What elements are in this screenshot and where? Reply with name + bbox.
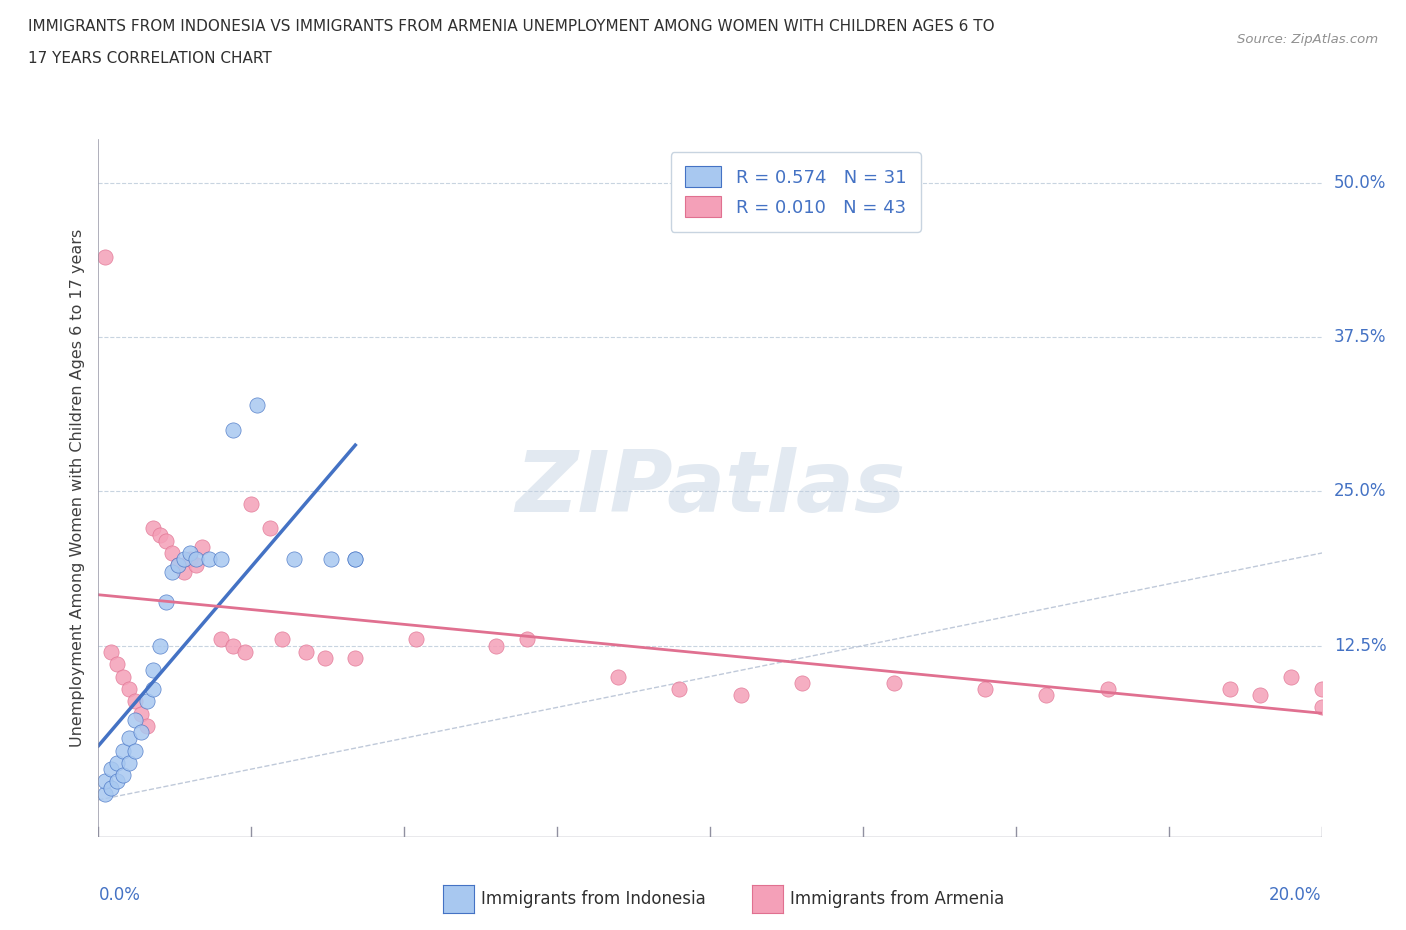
- Point: [209, 551, 232, 566]
- Point: [283, 551, 305, 566]
- Point: [167, 558, 190, 573]
- Point: [136, 719, 159, 734]
- Point: [173, 551, 195, 566]
- Point: [405, 632, 427, 647]
- Point: [730, 687, 752, 702]
- Point: [1310, 700, 1333, 715]
- Point: [246, 397, 269, 412]
- Text: IMMIGRANTS FROM INDONESIA VS IMMIGRANTS FROM ARMENIA UNEMPLOYMENT AMONG WOMEN WI: IMMIGRANTS FROM INDONESIA VS IMMIGRANTS …: [28, 19, 995, 33]
- Point: [209, 632, 232, 647]
- Point: [319, 551, 342, 566]
- Point: [142, 663, 165, 678]
- Point: [668, 682, 690, 697]
- Text: Source: ZipAtlas.com: Source: ZipAtlas.com: [1237, 33, 1378, 46]
- Point: [149, 527, 172, 542]
- Point: [93, 787, 115, 802]
- Point: [111, 768, 134, 783]
- Point: [222, 422, 245, 437]
- Legend: R = 0.574   N = 31, R = 0.010   N = 43: R = 0.574 N = 31, R = 0.010 N = 43: [671, 152, 921, 232]
- Point: [186, 558, 208, 573]
- Point: [142, 521, 165, 536]
- Point: [118, 755, 141, 770]
- Point: [197, 551, 219, 566]
- Text: Immigrants from Indonesia: Immigrants from Indonesia: [481, 890, 706, 909]
- Point: [118, 682, 141, 697]
- Point: [93, 249, 115, 264]
- Point: [270, 632, 292, 647]
- Point: [105, 657, 128, 671]
- Point: [100, 644, 122, 659]
- Point: [314, 651, 336, 666]
- Point: [111, 743, 134, 758]
- Text: 37.5%: 37.5%: [1334, 328, 1386, 346]
- Point: [160, 565, 183, 579]
- Text: 0.0%: 0.0%: [98, 886, 141, 904]
- Point: [124, 743, 146, 758]
- Point: [105, 755, 128, 770]
- Point: [222, 638, 245, 653]
- Point: [142, 682, 165, 697]
- Point: [240, 497, 263, 512]
- Point: [100, 780, 122, 795]
- Point: [118, 731, 141, 746]
- Point: [1035, 687, 1057, 702]
- Point: [259, 521, 281, 536]
- Point: [485, 638, 508, 653]
- Point: [344, 551, 367, 566]
- Point: [111, 669, 134, 684]
- Text: ZIPatlas: ZIPatlas: [515, 446, 905, 530]
- Point: [233, 644, 256, 659]
- Point: [129, 706, 152, 721]
- Point: [186, 551, 208, 566]
- Text: 20.0%: 20.0%: [1270, 886, 1322, 904]
- Point: [344, 551, 367, 566]
- Text: 12.5%: 12.5%: [1334, 637, 1386, 655]
- Point: [516, 632, 538, 647]
- Point: [100, 762, 122, 777]
- Point: [1279, 669, 1302, 684]
- Point: [1249, 687, 1271, 702]
- Point: [105, 774, 128, 789]
- Text: 50.0%: 50.0%: [1334, 174, 1386, 192]
- Point: [1310, 682, 1333, 697]
- Point: [167, 558, 190, 573]
- Text: Immigrants from Armenia: Immigrants from Armenia: [790, 890, 1004, 909]
- Point: [149, 638, 172, 653]
- Point: [295, 644, 318, 659]
- Point: [344, 651, 367, 666]
- Point: [124, 712, 146, 727]
- Y-axis label: Unemployment Among Women with Children Ages 6 to 17 years: Unemployment Among Women with Children A…: [69, 229, 84, 748]
- Point: [179, 546, 201, 561]
- Point: [179, 551, 201, 566]
- Point: [607, 669, 630, 684]
- Point: [155, 595, 177, 610]
- Point: [160, 546, 183, 561]
- Text: 25.0%: 25.0%: [1334, 483, 1386, 500]
- Point: [974, 682, 997, 697]
- Point: [191, 539, 214, 554]
- Point: [883, 675, 905, 690]
- Point: [173, 565, 195, 579]
- Point: [93, 774, 115, 789]
- Point: [155, 533, 177, 548]
- Point: [129, 724, 152, 739]
- Point: [1219, 682, 1241, 697]
- Point: [790, 675, 813, 690]
- Point: [136, 694, 159, 709]
- Point: [124, 694, 146, 709]
- Text: 17 YEARS CORRELATION CHART: 17 YEARS CORRELATION CHART: [28, 51, 271, 66]
- Point: [1097, 682, 1119, 697]
